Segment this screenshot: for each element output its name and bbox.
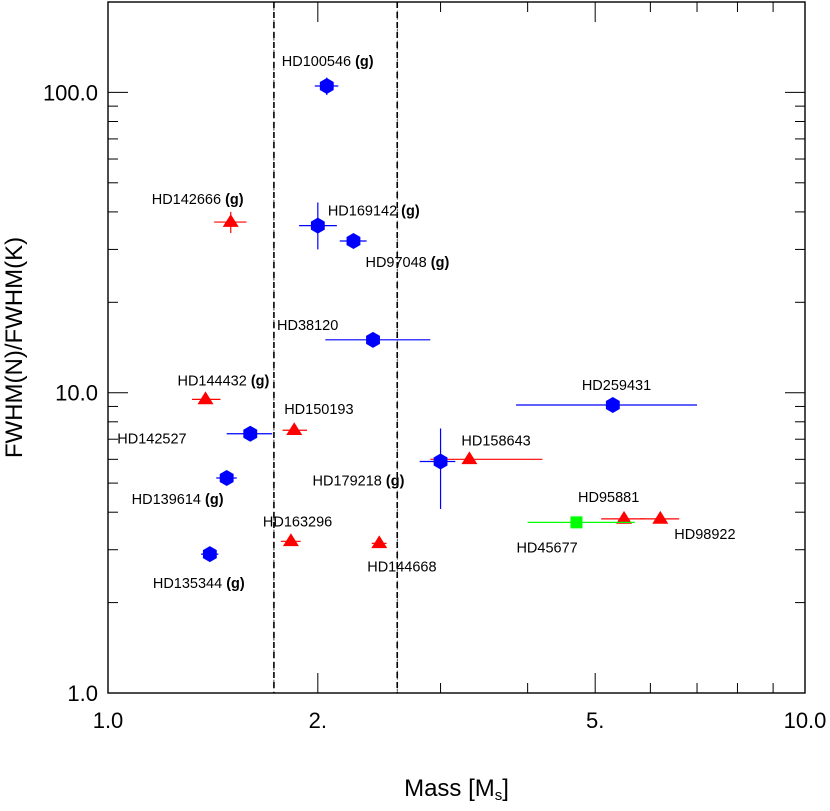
hexagon-marker: [346, 233, 361, 249]
data-point-hd169142: [299, 202, 337, 250]
data-point-hd150193: [282, 422, 308, 436]
y-tick-label: 1.0: [67, 681, 98, 706]
point-label-hd98922: HD98922: [674, 527, 735, 543]
data-point-hd45677: [527, 516, 635, 529]
data-point-hd135344: [201, 546, 219, 563]
x-tick-label: 5.: [586, 708, 604, 733]
point-label-hd150193: HD150193: [284, 402, 353, 418]
data-point-hd144432: [192, 391, 221, 405]
tick-labels: 1.0 2. 5. 10.0 1.0 10.0 100.0: [43, 80, 826, 733]
point-label-hd100546: HD100546 (g): [282, 54, 374, 70]
point-label-hd142666: HD142666 (g): [152, 192, 244, 208]
point-label-hd158643: HD158643: [461, 433, 530, 449]
data-point-hd98922: [640, 510, 680, 524]
hexagon-marker: [605, 397, 620, 413]
hexagon-marker: [433, 453, 448, 470]
hexagon-marker: [366, 331, 380, 348]
triangle-marker: [286, 422, 303, 436]
x-axis-label: Mass [Ms]: [404, 775, 509, 804]
data-point-hd144668: [371, 535, 388, 549]
point-label-hd179218: HD179218 (g): [313, 474, 405, 490]
triangle-marker: [197, 391, 214, 405]
data-point-hd158643: [430, 451, 543, 465]
data-point-hd139614: [216, 469, 237, 486]
point-label-hd163296: HD163296: [263, 514, 332, 530]
point-labels: HD100546 (g) HD142666 (g) HD169142 (g) HD97…: [117, 54, 735, 592]
hexagon-marker: [310, 217, 325, 234]
mass-band: [273, 1, 399, 694]
data-point-hd100546: [314, 77, 339, 96]
point-label-hd259431: HD259431: [582, 378, 651, 394]
triangle-marker: [222, 214, 239, 227]
point-label-hd142527: HD142527: [117, 432, 186, 448]
data-point-hd163296: [280, 533, 301, 547]
hexagon-marker: [319, 78, 334, 95]
point-label-hd38120: HD38120: [277, 318, 338, 334]
triangle-marker: [652, 510, 669, 524]
y-tick-label: 100.0: [43, 80, 98, 105]
point-label-hd144668: HD144668: [367, 559, 436, 575]
data-point-hd142527: [226, 425, 273, 442]
data-point-hd179218: [419, 428, 456, 509]
y-axis-label: FWHM(N)/FWHM(K): [1, 237, 28, 458]
point-label-hd139614: HD139614 (g): [132, 492, 224, 508]
x-tick-label: 10.0: [784, 708, 827, 733]
x-tick-label: 1.0: [93, 708, 124, 733]
hexagon-marker: [243, 425, 258, 442]
square-marker: [570, 516, 583, 529]
data-point-hd259431: [516, 397, 698, 413]
data-point-hd38120: [325, 331, 431, 348]
data-points: [192, 77, 698, 563]
hexagon-marker: [202, 546, 217, 563]
triangle-marker: [371, 535, 388, 549]
triangle-marker: [282, 533, 299, 547]
point-label-hd95881: HD95881: [578, 490, 639, 506]
x-tick-label: 2.: [309, 708, 327, 733]
hexagon-marker: [219, 469, 234, 486]
point-label-hd135344: HD135344 (g): [153, 576, 245, 592]
point-label-hd97048: HD97048 (g): [365, 255, 449, 271]
point-label-hd169142: HD169142 (g): [328, 204, 420, 220]
triangle-marker: [461, 451, 478, 465]
data-point-hd142666: [214, 211, 247, 234]
triangle-marker: [616, 510, 633, 524]
data-point-hd97048: [339, 233, 367, 249]
data-point-hd95881: [601, 510, 646, 524]
y-tick-label: 10.0: [55, 381, 98, 406]
mass-band-box: [273, 1, 398, 694]
point-label-hd45677: HD45677: [516, 540, 577, 556]
point-label-hd144432: HD144432 (g): [177, 373, 269, 389]
plot-frame: [107, 1, 806, 694]
